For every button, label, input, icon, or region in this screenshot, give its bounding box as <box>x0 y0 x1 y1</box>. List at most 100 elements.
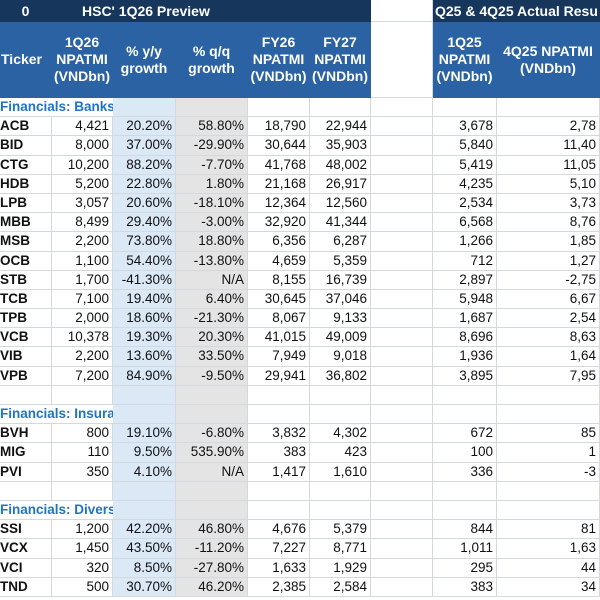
cell-1q25-npatmi[interactable]: 1,687 <box>433 309 497 329</box>
cell-fy26-npatmi[interactable]: 4,659 <box>248 251 310 271</box>
cell-1q25-npatmi[interactable]: 8,696 <box>433 328 497 348</box>
cell-1q26-npatmi[interactable]: 350 <box>52 462 113 482</box>
cell-fy26-npatmi[interactable]: 30,645 <box>248 289 310 310</box>
empty-cell[interactable] <box>433 481 497 501</box>
cell-fy26-npatmi[interactable]: 29,941 <box>248 366 310 386</box>
cell-fy27-npatmi[interactable]: 1,929 <box>310 558 371 578</box>
cell-1q25-npatmi[interactable]: 3,678 <box>433 117 497 137</box>
cell-1q25-npatmi[interactable]: 336 <box>433 462 497 482</box>
cell-qq-growth[interactable]: 535.90% <box>176 443 248 463</box>
cell-1q25-npatmi[interactable]: 1,011 <box>433 539 497 559</box>
cell-1q26-npatmi[interactable]: 4,421 <box>52 117 113 137</box>
cell-fy26-npatmi[interactable]: 8,067 <box>248 309 310 329</box>
cell-gap[interactable] <box>371 424 433 444</box>
ticker-cell[interactable]: CTG <box>0 155 52 175</box>
cell-1q26-npatmi[interactable]: 7,100 <box>52 289 113 310</box>
cell-4q25-npatmi[interactable]: 1,63 <box>497 539 600 559</box>
ticker-cell[interactable]: VCB <box>0 328 52 348</box>
header-1q25-npatmi[interactable]: 1Q25 NPATMI (VNDbn) <box>433 22 497 98</box>
empty-cell[interactable] <box>113 481 176 501</box>
empty-cell[interactable] <box>371 481 433 501</box>
cell-4q25-npatmi[interactable]: -2,75 <box>497 270 600 290</box>
cell-gap[interactable] <box>371 174 433 194</box>
ticker-cell[interactable]: OCB <box>0 251 52 271</box>
cell-fy26-npatmi[interactable]: 2,385 <box>248 577 310 597</box>
cell-fy27-npatmi[interactable]: 12,560 <box>310 193 371 214</box>
cell-gap[interactable] <box>371 347 433 367</box>
cell-qq-growth[interactable]: 58.80% <box>176 117 248 137</box>
ticker-cell[interactable]: SSI <box>0 520 52 540</box>
empty-cell[interactable] <box>497 481 600 501</box>
empty-cell[interactable] <box>371 405 433 425</box>
cell-fy27-npatmi[interactable]: 26,917 <box>310 174 371 194</box>
ticker-cell[interactable]: STB <box>0 270 52 290</box>
empty-cell[interactable] <box>371 500 433 521</box>
cell-gap[interactable] <box>371 232 433 252</box>
ticker-cell[interactable]: MIG <box>0 443 52 463</box>
cell-fy26-npatmi[interactable]: 3,832 <box>248 424 310 444</box>
cell-gap[interactable] <box>371 289 433 310</box>
cell-yy-growth[interactable]: 84.90% <box>113 366 176 386</box>
cell-yy-growth[interactable]: 88.20% <box>113 155 176 175</box>
cell-yy-growth[interactable]: 73.80% <box>113 232 176 252</box>
empty-cell[interactable] <box>52 385 113 405</box>
cell-qq-growth[interactable]: -6.80% <box>176 424 248 444</box>
cell-4q25-npatmi[interactable]: 6,67 <box>497 289 600 310</box>
cell-1q25-npatmi[interactable]: 712 <box>433 251 497 271</box>
empty-cell[interactable] <box>176 385 248 405</box>
cell-1q26-npatmi[interactable]: 800 <box>52 424 113 444</box>
cell-1q26-npatmi[interactable]: 1,700 <box>52 270 113 290</box>
header-ticker[interactable]: Ticker <box>0 22 52 98</box>
cell-qq-growth[interactable]: -29.90% <box>176 136 248 156</box>
cell-yy-growth[interactable]: 30.70% <box>113 577 176 597</box>
cell-yy-growth[interactable]: 19.30% <box>113 328 176 348</box>
cell-qq-growth[interactable]: 33.50% <box>176 347 248 367</box>
cell-fy26-npatmi[interactable]: 18,790 <box>248 117 310 137</box>
empty-cell[interactable] <box>497 405 600 425</box>
cell-qq-growth[interactable]: 6.40% <box>176 289 248 310</box>
cell-1q25-npatmi[interactable]: 6,568 <box>433 213 497 233</box>
cell-1q25-npatmi[interactable]: 844 <box>433 520 497 540</box>
cell-fy26-npatmi[interactable]: 1,417 <box>248 462 310 482</box>
header-1q26-npatmi[interactable]: 1Q26 NPATMI (VNDbn) <box>52 22 113 98</box>
empty-cell[interactable] <box>248 481 310 501</box>
cell-fy27-npatmi[interactable]: 35,903 <box>310 136 371 156</box>
ticker-cell[interactable]: HDB <box>0 174 52 194</box>
empty-cell[interactable] <box>176 500 248 521</box>
cell-4q25-npatmi[interactable]: -3 <box>497 462 600 482</box>
cell-fy27-npatmi[interactable]: 37,046 <box>310 289 371 310</box>
ticker-cell[interactable]: BID <box>0 136 52 156</box>
empty-cell[interactable] <box>248 500 310 521</box>
cell-1q26-npatmi[interactable]: 500 <box>52 577 113 597</box>
cell-4q25-npatmi[interactable]: 2,78 <box>497 117 600 137</box>
cell-yy-growth[interactable]: -41.30% <box>113 270 176 290</box>
cell-yy-growth[interactable]: 9.50% <box>113 443 176 463</box>
cell-gap[interactable] <box>371 251 433 271</box>
ticker-cell[interactable]: ACB <box>0 117 52 137</box>
cell-4q25-npatmi[interactable]: 1,64 <box>497 347 600 367</box>
cell-yy-growth[interactable]: 13.60% <box>113 347 176 367</box>
ticker-cell[interactable]: LPB <box>0 193 52 214</box>
cell-4q25-npatmi[interactable]: 8,63 <box>497 328 600 348</box>
cell-fy26-npatmi[interactable]: 12,364 <box>248 193 310 214</box>
cell-qq-growth[interactable]: -9.50% <box>176 366 248 386</box>
empty-cell[interactable] <box>113 385 176 405</box>
empty-cell[interactable] <box>371 385 433 405</box>
cell-gap[interactable] <box>371 136 433 156</box>
cell-fy27-npatmi[interactable]: 22,944 <box>310 117 371 137</box>
cell-gap[interactable] <box>371 462 433 482</box>
cell-gap[interactable] <box>371 213 433 233</box>
cell-qq-growth[interactable]: 20.30% <box>176 328 248 348</box>
cell-fy26-npatmi[interactable]: 383 <box>248 443 310 463</box>
empty-cell[interactable] <box>310 385 371 405</box>
cell-fy26-npatmi[interactable]: 21,168 <box>248 174 310 194</box>
cell-1q25-npatmi[interactable]: 1,936 <box>433 347 497 367</box>
cell-qq-growth[interactable]: -11.20% <box>176 539 248 559</box>
cell-fy27-npatmi[interactable]: 9,133 <box>310 309 371 329</box>
cell-1q25-npatmi[interactable]: 2,897 <box>433 270 497 290</box>
empty-cell[interactable] <box>176 98 248 118</box>
cell-yy-growth[interactable]: 8.50% <box>113 558 176 578</box>
ticker-cell[interactable]: TPB <box>0 309 52 329</box>
cell-fy26-npatmi[interactable]: 6,356 <box>248 232 310 252</box>
